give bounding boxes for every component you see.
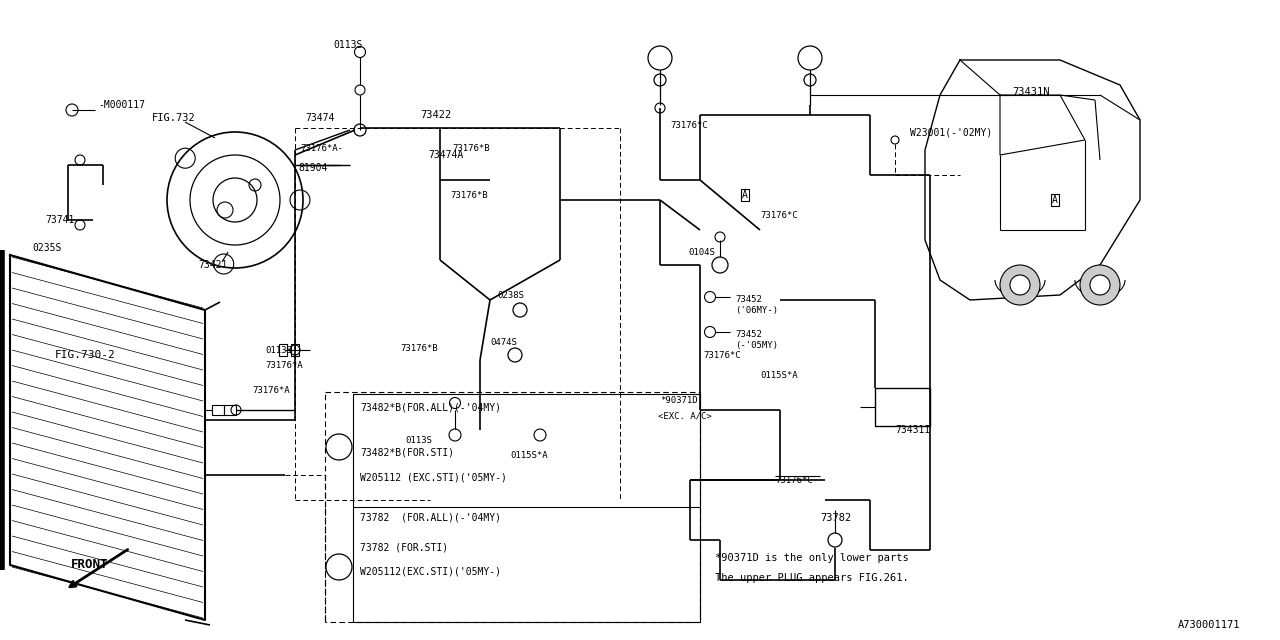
Text: 73176*B: 73176*B [401,344,438,353]
Text: 73176*B: 73176*B [451,191,488,200]
Text: 0115S*A: 0115S*A [760,371,797,380]
Text: 0474S: 0474S [490,337,517,346]
Bar [212,405,224,415]
Text: 1: 1 [335,442,342,452]
Bar [876,388,931,426]
Text: 0113S: 0113S [404,435,431,445]
Text: 0115S*A: 0115S*A [509,451,548,460]
Text: 73452
('06MY-): 73452 ('06MY-) [735,295,778,315]
Text: 73482*B(FOR.ALL)(-'04MY): 73482*B(FOR.ALL)(-'04MY) [360,402,500,412]
Bar [353,394,700,622]
Text: 73176*B: 73176*B [452,143,490,152]
Text: 73431I: 73431I [895,425,931,435]
Text: 73431N: 73431N [1012,87,1050,97]
Text: 0235S: 0235S [32,243,61,253]
Circle shape [648,46,672,70]
Text: 73474A: 73474A [428,150,463,160]
Text: *90371D: *90371D [660,396,698,404]
Text: *90371D is the only lower parts: *90371D is the only lower parts [716,553,909,563]
Bar [291,344,300,356]
Text: 73452
(-'05MY): 73452 (-'05MY) [735,330,778,349]
Text: 73176*A: 73176*A [252,385,289,394]
Text: -M000117: -M000117 [99,100,145,110]
Circle shape [1080,265,1120,305]
Text: The upper PLUG appears FIG.261.: The upper PLUG appears FIG.261. [716,573,909,583]
Circle shape [326,434,352,460]
Circle shape [326,554,352,580]
Text: 73176*C: 73176*C [760,211,797,220]
Text: A: A [742,190,748,200]
Text: 73474: 73474 [305,113,334,123]
Text: 1: 1 [657,53,663,63]
Text: 0113S: 0113S [265,346,292,355]
Circle shape [797,46,822,70]
Text: FIG.730-2: FIG.730-2 [55,350,115,360]
Text: 73422: 73422 [420,110,452,120]
Text: 73176*C: 73176*C [703,351,741,360]
Text: W205112 (EXC.STI)('05MY-): W205112 (EXC.STI)('05MY-) [360,472,507,482]
Text: 73741: 73741 [45,215,74,225]
Text: 81904: 81904 [298,163,328,173]
Text: 73782: 73782 [820,513,851,523]
Text: <EXC. A/C>: <EXC. A/C> [658,412,712,420]
Bar [224,405,236,415]
Text: 73176*C: 73176*C [669,120,708,129]
Text: FRONT: FRONT [72,559,109,572]
Circle shape [1010,275,1030,295]
Text: 73782  (FOR.ALL)(-'04MY): 73782 (FOR.ALL)(-'04MY) [360,512,500,522]
Text: 73782 (FOR.STI): 73782 (FOR.STI) [360,542,448,552]
Text: 0238S: 0238S [497,291,524,300]
Text: 2: 2 [335,562,342,572]
Text: A: A [1052,195,1059,205]
Text: 73176*A: 73176*A [265,360,302,369]
Bar [279,344,287,356]
Text: 0113S: 0113S [333,40,362,50]
Text: FIG.732: FIG.732 [152,113,196,123]
Text: 2: 2 [806,53,813,63]
Text: 73176*C: 73176*C [774,476,813,484]
Text: 73482*B(FOR.STI): 73482*B(FOR.STI) [360,447,454,457]
Circle shape [1000,265,1039,305]
Text: A730001171: A730001171 [1178,620,1240,630]
Text: 73421: 73421 [198,260,228,270]
Circle shape [1091,275,1110,295]
Text: W205112(EXC.STI)('05MY-): W205112(EXC.STI)('05MY-) [360,567,500,577]
Text: 0104S: 0104S [689,248,714,257]
Text: 73176*A-: 73176*A- [300,143,343,152]
Text: W23001(-'02MY): W23001(-'02MY) [910,127,992,137]
